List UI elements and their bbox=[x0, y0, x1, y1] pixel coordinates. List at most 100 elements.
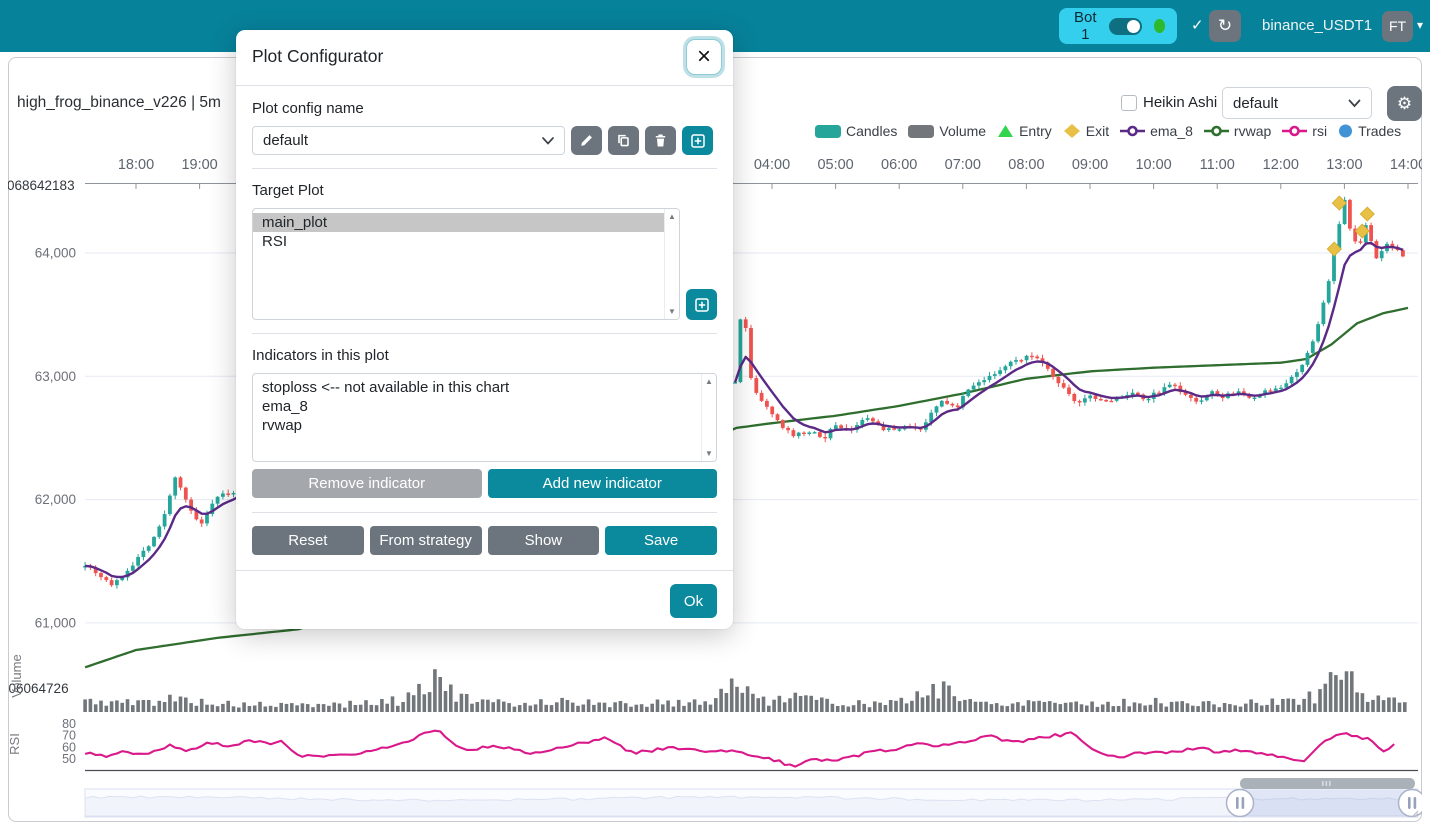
indicator-rows: stoploss <-- not available in this chart… bbox=[253, 374, 716, 435]
ema8-line bbox=[733, 241, 1404, 434]
trash-icon bbox=[655, 134, 666, 147]
legend-item-rsi[interactable]: rsi bbox=[1282, 123, 1327, 139]
heikin-ashi-checkbox[interactable] bbox=[1121, 95, 1137, 111]
indicators-label: Indicators in this plot bbox=[252, 347, 389, 364]
svg-text:08:00: 08:00 bbox=[1008, 157, 1044, 173]
legend-item-exit[interactable]: Exit bbox=[1063, 123, 1109, 139]
add-new-indicator-button[interactable]: Add new indicator bbox=[487, 469, 717, 498]
chart-legend: Candles Volume Entry Exit ema_8 rvwap rsi Trade… bbox=[815, 121, 1401, 140]
target-plot-item[interactable]: RSI bbox=[262, 233, 288, 250]
target-plot-item[interactable]: main_plot bbox=[253, 213, 664, 232]
refresh-icon: ↻ bbox=[1217, 16, 1233, 35]
candles-swatch-icon bbox=[815, 124, 841, 138]
datazoom-navigator[interactable] bbox=[84, 778, 1423, 818]
list-scrollbar[interactable]: ▲ ▼ bbox=[701, 374, 716, 461]
chevron-down-icon bbox=[542, 136, 554, 145]
scroll-up-icon[interactable]: ▲ bbox=[705, 377, 713, 386]
candles-left bbox=[83, 476, 246, 589]
plot-config-value: default bbox=[1233, 94, 1279, 112]
plot-config-name-label: Plot config name bbox=[252, 100, 364, 117]
pencil-icon bbox=[581, 135, 592, 146]
config-name-select[interactable]: default bbox=[252, 126, 565, 155]
refresh-button[interactable]: ↻ bbox=[1209, 10, 1241, 42]
remove-indicator-button[interactable]: Remove indicator bbox=[252, 469, 482, 498]
show-button[interactable]: Show bbox=[487, 526, 600, 555]
legend-item-entry[interactable]: Entry bbox=[997, 123, 1052, 139]
svg-text:Volume: Volume bbox=[9, 654, 24, 697]
check-icon: ✓ bbox=[1191, 17, 1204, 34]
datazoom-selected-range[interactable] bbox=[1240, 790, 1412, 816]
heikin-ashi-label: Heikin Ashi bbox=[1143, 94, 1218, 111]
svg-text:50: 50 bbox=[62, 752, 76, 766]
indicator-item[interactable]: stoploss <-- not available in this chart bbox=[262, 379, 510, 396]
chevron-down-icon bbox=[1348, 99, 1361, 107]
pair-label: binance_USDT1 bbox=[1262, 17, 1373, 34]
plus-square-icon bbox=[694, 297, 709, 312]
modal-body: Plot config name default bbox=[236, 86, 733, 555]
rsi-line bbox=[84, 729, 1395, 768]
legend-label: Volume bbox=[939, 122, 987, 139]
plot-config-select[interactable]: default bbox=[1222, 87, 1372, 119]
divider bbox=[252, 168, 717, 169]
close-button[interactable]: × bbox=[686, 39, 722, 75]
target-plot-list[interactable]: main_plot RSI ▲ ▼ bbox=[252, 208, 680, 320]
svg-text:05:00: 05:00 bbox=[817, 157, 853, 173]
bot-selector-button[interactable]: Bot 1 bbox=[1059, 8, 1177, 44]
indicator-list[interactable]: stoploss <-- not available in this chart… bbox=[252, 373, 717, 462]
gear-icon: ⚙ bbox=[1396, 93, 1413, 113]
bot-online-dot bbox=[1153, 19, 1165, 33]
y-axis-labels: 64,000 63,000 62,000 61,000 068642183 3060647… bbox=[8, 178, 76, 766]
svg-text:18:00: 18:00 bbox=[118, 157, 154, 173]
datazoom-handle-right[interactable] bbox=[1397, 788, 1423, 818]
save-button[interactable]: Save bbox=[605, 526, 717, 555]
legend-label: rvwap bbox=[1233, 122, 1272, 139]
legend-item-ema_8[interactable]: ema_8 bbox=[1120, 123, 1193, 139]
legend-item-candles[interactable]: Candles bbox=[815, 123, 897, 139]
svg-text:12:00: 12:00 bbox=[1263, 157, 1299, 173]
target-plot-rows: main_plot RSI bbox=[253, 209, 679, 251]
duplicate-config-button[interactable] bbox=[608, 126, 639, 155]
scroll-up-icon[interactable]: ▲ bbox=[668, 212, 676, 221]
svg-text:70: 70 bbox=[62, 729, 76, 743]
indicator-item[interactable]: rvwap bbox=[262, 417, 303, 434]
bot-enable-toggle[interactable] bbox=[1108, 17, 1142, 35]
scroll-down-icon[interactable]: ▼ bbox=[705, 449, 713, 458]
divider bbox=[252, 512, 717, 513]
indicator-item[interactable]: ema_8 bbox=[262, 398, 308, 415]
volume-bars bbox=[83, 669, 1407, 712]
scroll-down-icon[interactable]: ▼ bbox=[668, 307, 676, 316]
user-avatar-button[interactable]: FT bbox=[1382, 11, 1413, 42]
add-config-button[interactable] bbox=[682, 126, 713, 155]
candlestick-chart[interactable]: 18:0019:0020:0021:0022:0023:0000:0001:00… bbox=[8, 57, 1422, 822]
svg-text:61,000: 61,000 bbox=[35, 615, 76, 630]
edit-config-button[interactable] bbox=[571, 126, 602, 155]
legend-label: Trades bbox=[1358, 122, 1402, 139]
list-scrollbar[interactable]: ▲ ▼ bbox=[664, 209, 679, 319]
svg-text:63,000: 63,000 bbox=[35, 369, 76, 384]
candles-right bbox=[733, 196, 1405, 443]
chart-settings-button[interactable]: ⚙ bbox=[1387, 86, 1422, 121]
plus-square-icon bbox=[690, 133, 705, 148]
legend-item-rvwap[interactable]: rvwap bbox=[1203, 122, 1272, 139]
reset-button[interactable]: Reset bbox=[252, 526, 364, 555]
modal-footer: Ok bbox=[236, 570, 733, 631]
svg-text:80: 80 bbox=[62, 717, 76, 731]
datazoom-handle-left[interactable] bbox=[1225, 788, 1255, 818]
legend-item-trades[interactable]: Trades bbox=[1338, 123, 1401, 139]
rvwap-line-icon bbox=[1203, 125, 1229, 136]
delete-config-button[interactable] bbox=[645, 126, 676, 155]
chart-title: high_frog_binance_v226 | 5m bbox=[17, 94, 221, 111]
modal-title: Plot Configurator bbox=[252, 46, 384, 66]
ema8-line bbox=[85, 491, 245, 579]
ok-button[interactable]: Ok bbox=[670, 584, 717, 618]
trades-circle-icon bbox=[1339, 124, 1353, 137]
add-plot-button[interactable] bbox=[686, 289, 717, 320]
scrollbar-thumb[interactable] bbox=[1240, 778, 1415, 789]
svg-text:64,000: 64,000 bbox=[35, 246, 76, 261]
from-strategy-button[interactable]: From strategy bbox=[369, 526, 482, 555]
legend-item-volume[interactable]: Volume bbox=[908, 123, 986, 139]
svg-text:19:00: 19:00 bbox=[181, 157, 217, 173]
ema_8-line-icon bbox=[1120, 125, 1146, 136]
svg-text:14:00: 14:00 bbox=[1390, 157, 1422, 173]
